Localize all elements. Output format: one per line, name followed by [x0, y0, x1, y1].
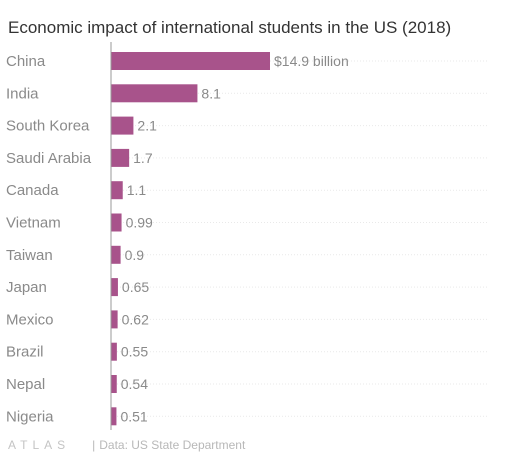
value-label: 1.7 [133, 150, 153, 166]
value-label: 8.1 [201, 85, 221, 101]
bar [111, 310, 118, 329]
value-label: 0.62 [122, 311, 149, 327]
bar [111, 407, 117, 426]
value-label: 1.1 [127, 182, 147, 198]
value-label: 0.54 [121, 376, 148, 392]
value-label: $14.9 billion [274, 53, 349, 69]
category-label: Nigeria [6, 408, 54, 425]
bar [111, 213, 122, 232]
category-label: Japan [6, 279, 47, 296]
category-label: Nepal [6, 376, 45, 393]
bar [111, 148, 130, 167]
category-label: Saudi Arabia [6, 150, 92, 167]
footer-separator: | [92, 438, 96, 452]
chart-footer: ATLAS | Data: US State Department [8, 438, 245, 452]
atlas-logo: ATLAS [8, 438, 71, 452]
bar [111, 245, 121, 264]
category-label: Taiwan [6, 247, 53, 264]
value-label: 0.9 [125, 247, 145, 263]
bar [111, 375, 117, 393]
category-label: Vietnam [6, 215, 61, 232]
bar [111, 342, 117, 361]
value-label: 0.55 [121, 344, 148, 360]
category-label: China [6, 53, 46, 70]
chart-title: Economic impact of international student… [8, 18, 452, 37]
category-label: India [6, 85, 39, 102]
category-label: Canada [6, 182, 59, 199]
category-label: Brazil [6, 344, 44, 361]
bar [111, 181, 123, 200]
source-note: Data: US State Department [99, 438, 246, 452]
bar [111, 84, 198, 103]
category-label: South Korea [6, 118, 90, 135]
value-label: 0.65 [122, 279, 149, 295]
value-label: 0.51 [120, 408, 147, 424]
bar [111, 116, 134, 135]
bar [111, 52, 270, 70]
value-label: 2.1 [137, 118, 157, 134]
category-label: Mexico [6, 311, 54, 328]
value-label: 0.99 [126, 215, 153, 231]
bar [111, 278, 118, 297]
